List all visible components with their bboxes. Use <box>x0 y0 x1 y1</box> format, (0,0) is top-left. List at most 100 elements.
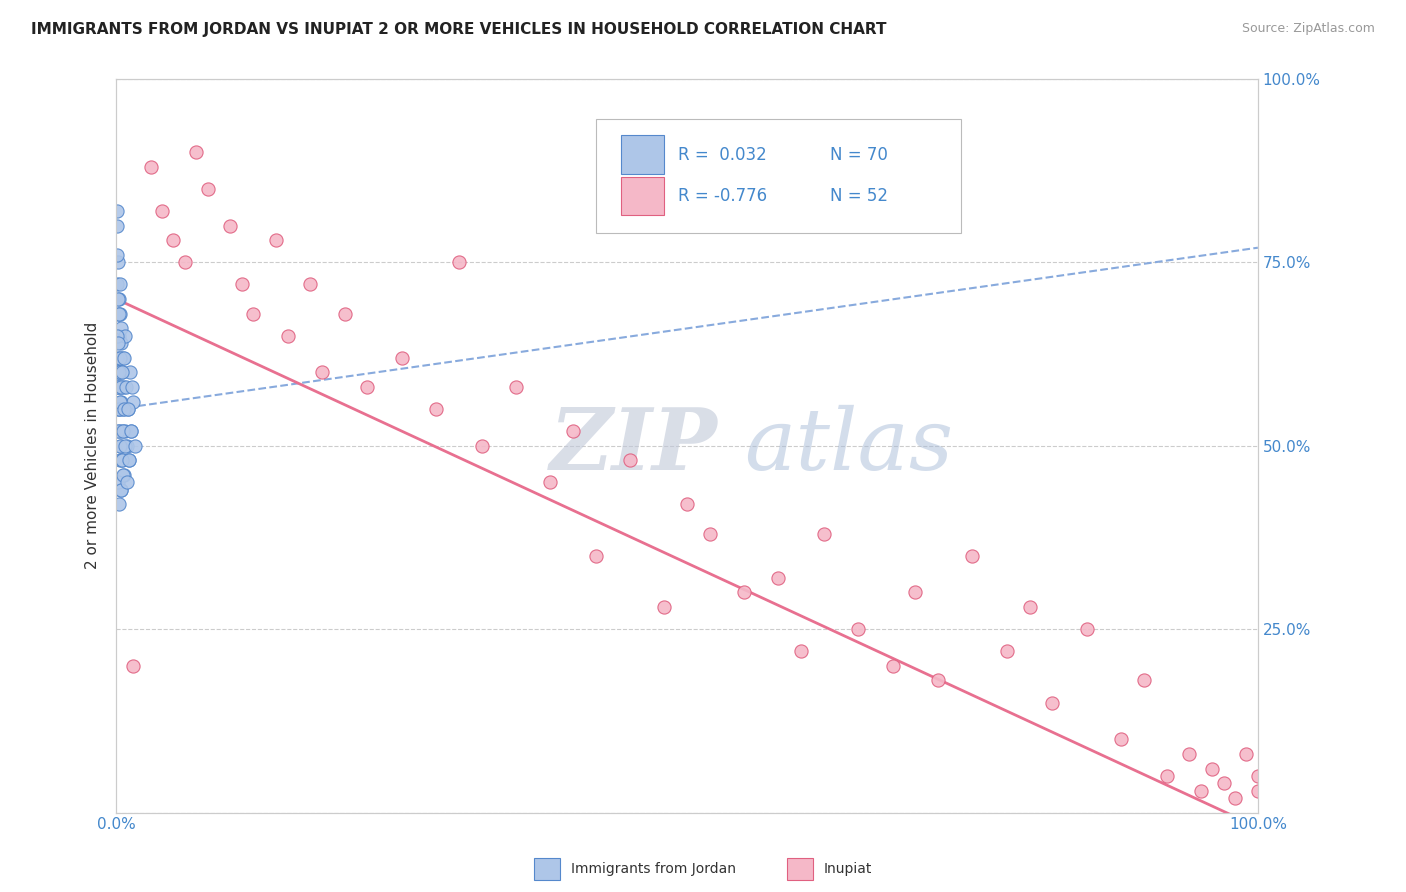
Point <box>927 673 949 688</box>
Point <box>962 549 984 563</box>
Point <box>111 424 134 438</box>
Point <box>311 365 333 379</box>
Point <box>231 277 253 292</box>
Point <box>124 439 146 453</box>
Point <box>114 424 136 438</box>
Point <box>813 526 835 541</box>
Point <box>561 424 583 438</box>
Text: Immigrants from Jordan: Immigrants from Jordan <box>571 862 735 876</box>
Point <box>111 453 134 467</box>
Point <box>995 644 1018 658</box>
Point <box>882 658 904 673</box>
Point <box>1178 747 1201 761</box>
Point <box>1156 769 1178 783</box>
Point <box>1076 622 1098 636</box>
Point <box>107 307 129 321</box>
Point <box>118 453 141 467</box>
Point <box>108 277 131 292</box>
Point <box>110 380 132 394</box>
Point <box>1201 762 1223 776</box>
Point <box>619 453 641 467</box>
Point <box>108 402 131 417</box>
Point <box>173 255 195 269</box>
Point <box>1132 673 1154 688</box>
Point <box>115 439 138 453</box>
Point <box>105 380 128 394</box>
Point <box>121 380 143 394</box>
Point <box>107 351 129 365</box>
Point <box>471 439 494 453</box>
Point <box>391 351 413 365</box>
Point <box>790 644 813 658</box>
Bar <box>621 178 664 216</box>
Point <box>733 585 755 599</box>
Point <box>162 233 184 247</box>
Point <box>107 424 129 438</box>
Point <box>219 219 242 233</box>
Text: R =  0.032: R = 0.032 <box>678 145 766 163</box>
Text: Inupiat: Inupiat <box>824 862 872 876</box>
Point <box>105 248 128 262</box>
Point <box>110 321 132 335</box>
Point <box>276 328 298 343</box>
Text: R = -0.776: R = -0.776 <box>678 187 768 205</box>
Point <box>122 394 145 409</box>
Point <box>110 483 132 497</box>
Point <box>117 402 139 417</box>
Point <box>264 233 287 247</box>
Point <box>107 475 129 490</box>
Point <box>110 336 132 351</box>
Point <box>105 277 128 292</box>
Point <box>107 336 129 351</box>
Point <box>110 394 132 409</box>
Point <box>120 424 142 438</box>
Point <box>111 365 134 379</box>
Point <box>1018 600 1040 615</box>
Point <box>118 453 141 467</box>
Point <box>110 394 132 409</box>
Point <box>186 145 208 160</box>
Point <box>107 292 129 306</box>
Point <box>846 622 869 636</box>
Point <box>105 380 128 394</box>
FancyBboxPatch shape <box>596 120 962 233</box>
Point <box>122 658 145 673</box>
Point <box>115 475 138 490</box>
Point <box>110 380 132 394</box>
Text: atlas: atlas <box>744 404 953 487</box>
Point <box>585 549 607 563</box>
Point <box>114 328 136 343</box>
Point <box>904 585 927 599</box>
Point <box>110 439 132 453</box>
Text: N = 52: N = 52 <box>830 187 887 205</box>
Point <box>108 307 131 321</box>
Point <box>117 402 139 417</box>
Point <box>652 600 675 615</box>
Point <box>107 328 129 343</box>
Point <box>699 526 721 541</box>
Point <box>1236 747 1258 761</box>
Point <box>110 483 132 497</box>
Point <box>111 365 134 379</box>
Point <box>139 160 162 174</box>
Point <box>107 365 129 379</box>
Point <box>299 277 322 292</box>
Point <box>105 204 128 219</box>
Point <box>108 351 131 365</box>
Point <box>110 351 132 365</box>
Point <box>108 402 131 417</box>
Point <box>1247 769 1270 783</box>
Point <box>112 351 135 365</box>
Point <box>111 402 134 417</box>
Point <box>242 307 264 321</box>
Point <box>356 380 378 394</box>
Point <box>108 365 131 379</box>
Point <box>107 424 129 438</box>
Point <box>447 255 470 269</box>
Point <box>333 307 356 321</box>
Point <box>150 204 173 219</box>
Point <box>1212 776 1234 790</box>
Point <box>112 468 135 483</box>
Point <box>107 219 129 233</box>
Point <box>110 453 132 467</box>
